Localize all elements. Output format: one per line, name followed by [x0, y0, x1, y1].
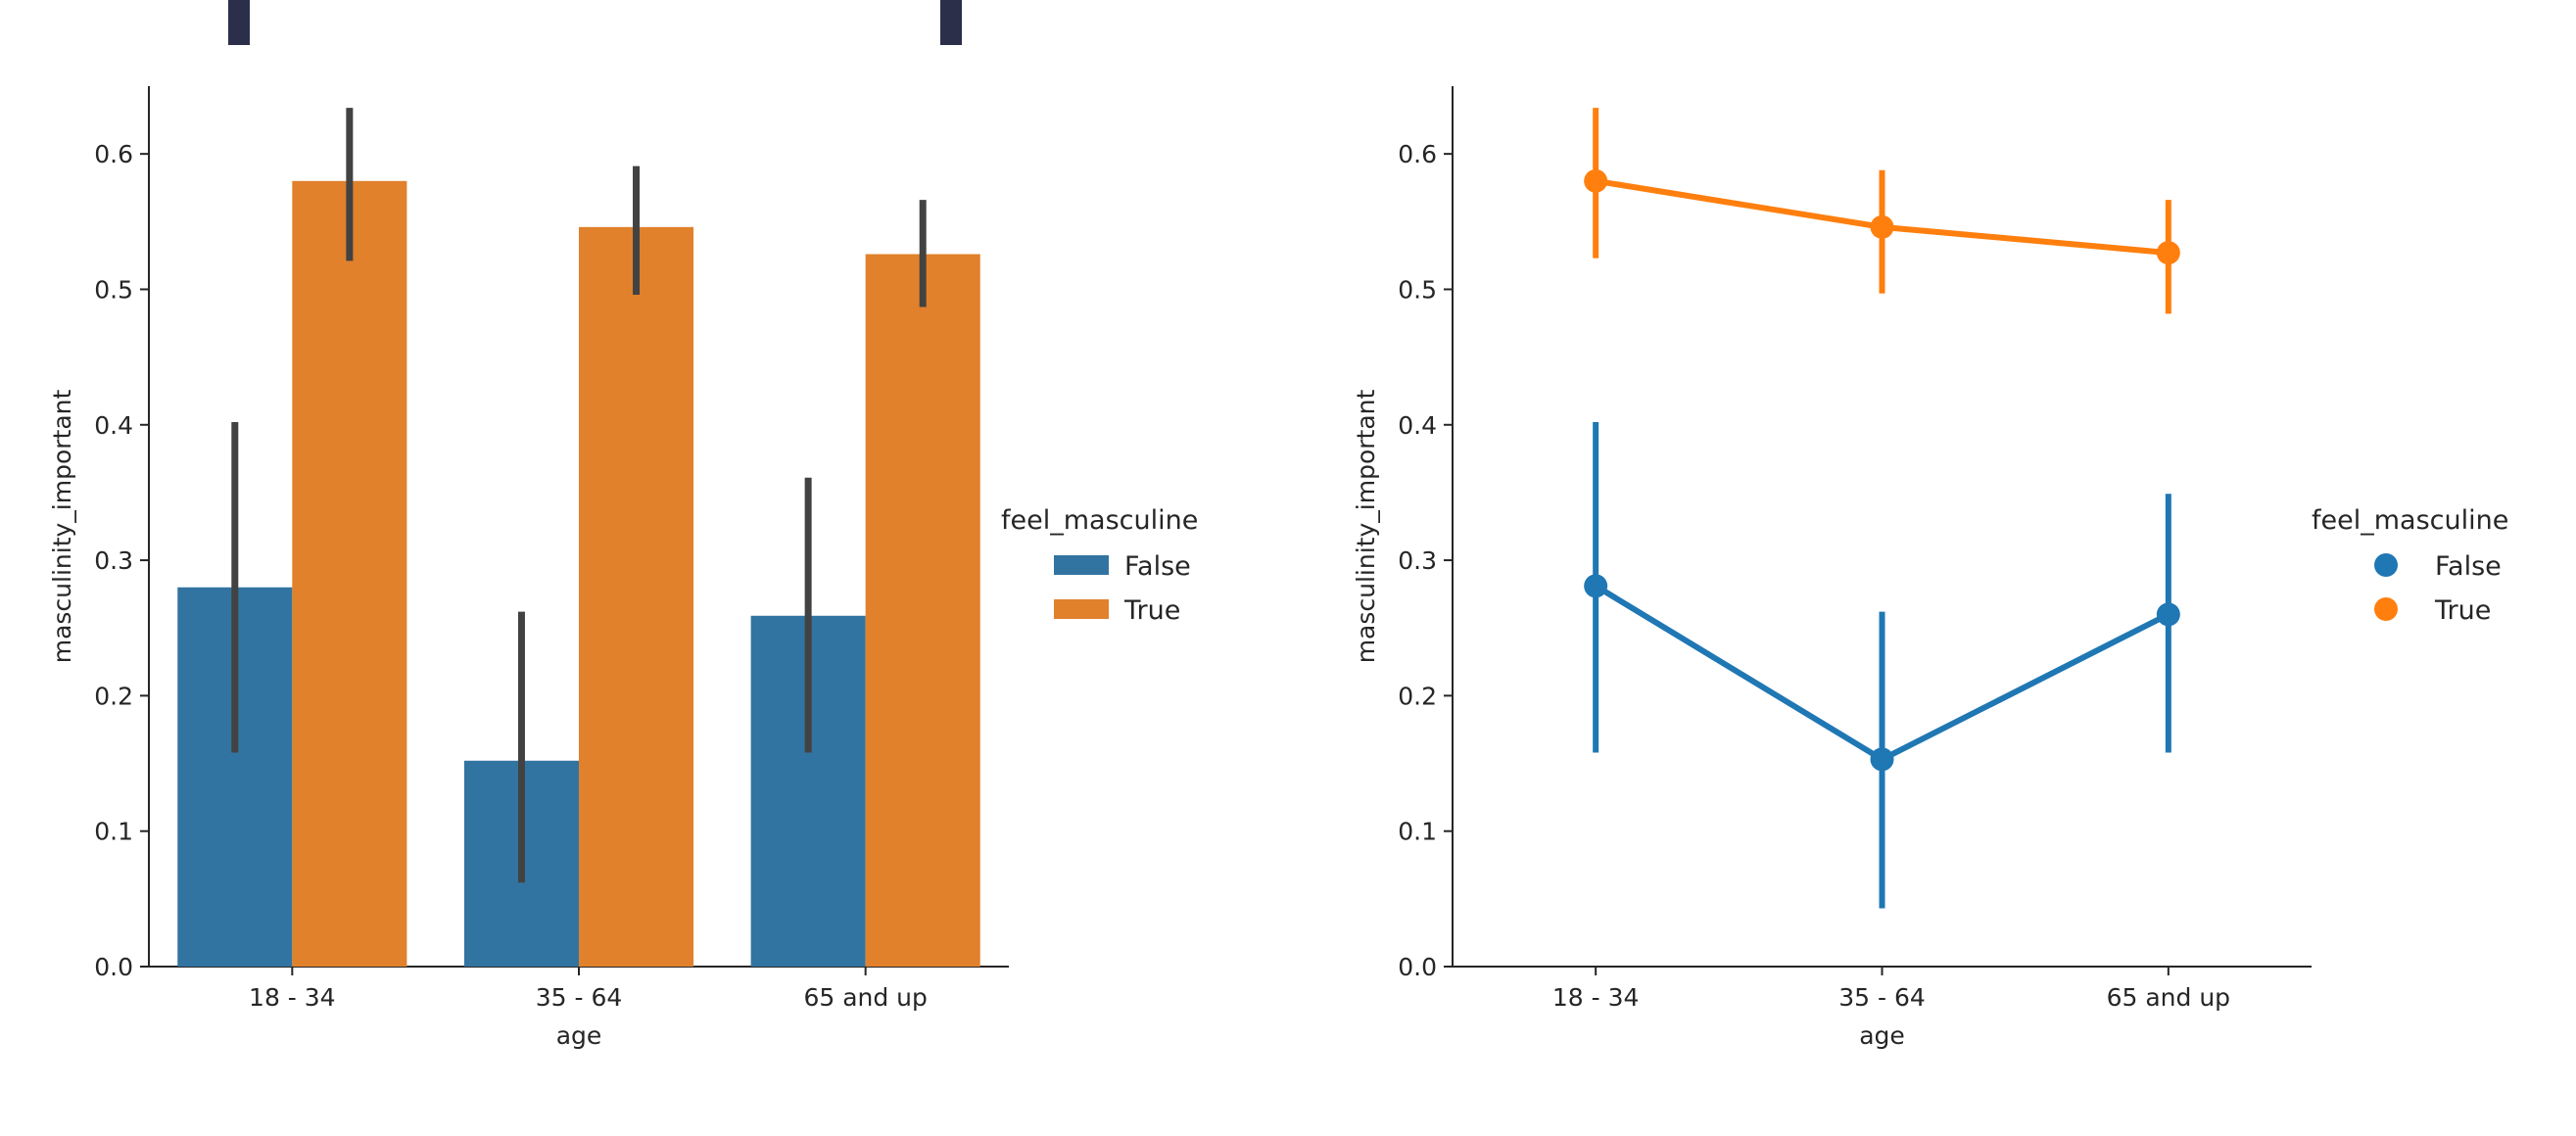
- point-false: [1870, 747, 1894, 772]
- y-tick-label: 0.2: [1398, 682, 1437, 710]
- y-tick-label: 0.6: [94, 140, 133, 168]
- header-fragment: [228, 0, 250, 45]
- y-tick-label: 0.3: [94, 546, 133, 575]
- legend: feel_masculine False True: [2312, 505, 2508, 626]
- y-tick-label: 0.5: [1398, 275, 1437, 304]
- legend-label-false: False: [1124, 551, 1191, 582]
- point-true: [2156, 241, 2180, 265]
- y-axis-label: masculinity_important: [1352, 390, 1380, 664]
- y-tick-label: 0.2: [94, 682, 133, 710]
- x-axis-label: age: [1859, 1021, 1905, 1050]
- y-tick-label: 0.1: [1398, 818, 1437, 846]
- bar-true: [292, 180, 407, 968]
- y-tick-label: 0.0: [94, 953, 133, 981]
- y-tick-label: 0.0: [1398, 953, 1437, 981]
- y-tick-label: 0.1: [94, 818, 133, 846]
- point-true: [1870, 214, 1894, 239]
- x-tick-label: 18 - 34: [249, 983, 336, 1012]
- y-axis-label: masculinity_important: [48, 390, 76, 664]
- point-false: [2156, 602, 2180, 627]
- bar-true: [865, 254, 980, 967]
- header-fragment: [940, 0, 962, 45]
- y-tick-label: 0.5: [94, 275, 133, 304]
- legend-label-false: False: [2435, 551, 2502, 582]
- legend-swatch-true: [1054, 599, 1109, 619]
- x-tick-label: 65 and up: [803, 983, 927, 1012]
- legend-marker-true: [2374, 597, 2398, 621]
- x-tick-label: 18 - 34: [1552, 983, 1640, 1012]
- legend-title: feel_masculine: [2312, 505, 2508, 536]
- legend-marker-false: [2374, 553, 2398, 577]
- y-tick-label: 0.4: [94, 411, 133, 440]
- x-tick-label: 35 - 64: [536, 983, 623, 1012]
- legend: feel_masculine False True: [1001, 505, 1198, 626]
- legend-label-true: True: [2434, 595, 2491, 626]
- legend-label-true: True: [1123, 595, 1180, 626]
- bar-chart: 0.0 0.1 0.2 0.3 0.4 0.5 0.6 18 - 34 35 - 64 65 an…: [48, 86, 1198, 1050]
- x-axis-label: age: [556, 1021, 602, 1050]
- point-chart: 0.0 0.1 0.2 0.3 0.4 0.5 0.6 18 - 34 35 - 64 65 an…: [1352, 86, 2508, 1050]
- bar-true: [579, 226, 694, 968]
- x-tick-label: 65 and up: [2107, 983, 2230, 1012]
- x-tick-label: 35 - 64: [1838, 983, 1926, 1012]
- point-true: [1584, 168, 1608, 193]
- legend-swatch-false: [1054, 555, 1109, 575]
- y-tick-label: 0.3: [1398, 546, 1437, 575]
- legend-title: feel_masculine: [1001, 505, 1198, 536]
- y-tick-label: 0.6: [1398, 140, 1437, 168]
- y-tick-label: 0.4: [1398, 411, 1437, 440]
- point-false: [1584, 574, 1608, 598]
